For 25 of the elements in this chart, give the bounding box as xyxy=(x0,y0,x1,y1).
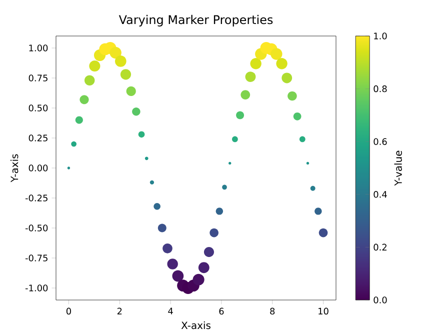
x-axis-title: X-axis xyxy=(181,321,210,330)
y-tick-label: -0.25 xyxy=(25,194,48,202)
y-tick-label: 0.00 xyxy=(28,164,48,172)
y-tick-label: -0.50 xyxy=(25,224,48,232)
y-tick-label: 0.50 xyxy=(28,104,48,112)
y-tick-label: -0.75 xyxy=(25,254,48,262)
color-bar-label: 0.0 xyxy=(374,296,387,304)
x-tick-label: 4 xyxy=(168,308,173,314)
x-tick-label: 2 xyxy=(117,308,122,314)
color-bar-label: 0.6 xyxy=(374,138,387,145)
y-tick-label: 0.25 xyxy=(28,134,48,142)
x-tick-label: 6 xyxy=(219,308,224,315)
color-bar-label: 1.0 xyxy=(374,32,387,40)
y-axis-title: Y-axis xyxy=(10,154,18,182)
chart-title: Varying Marker Properties xyxy=(118,14,273,26)
color-bar-label: 0.8 xyxy=(374,85,387,92)
y-tick-label: 0.75 xyxy=(28,74,48,82)
x-tick-label: 8 xyxy=(270,308,275,315)
color-bar-title: Y-value xyxy=(394,150,402,186)
color-bar-label: 0.2 xyxy=(374,244,386,251)
y-tick-label: -1.00 xyxy=(25,284,48,292)
x-tick-label: 10 xyxy=(318,308,328,315)
color-bar-label: 0.4 xyxy=(374,191,387,198)
x-tick-label: 0 xyxy=(66,308,71,315)
y-tick-label: 1.00 xyxy=(29,44,48,52)
